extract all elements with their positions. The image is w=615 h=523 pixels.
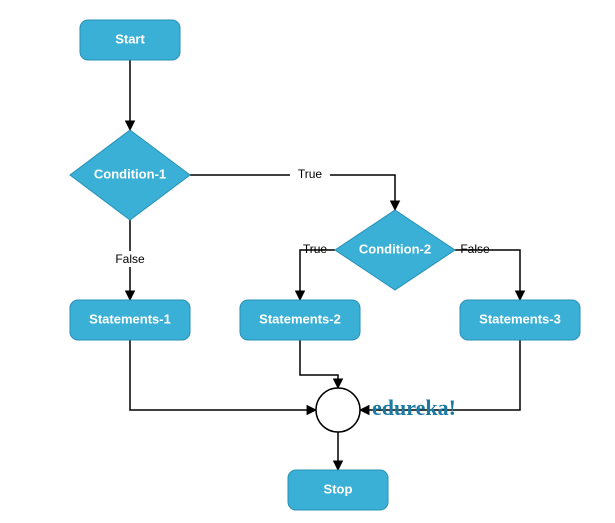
node-label-cond2: Condition-2 xyxy=(359,241,431,256)
edge-e_cond2_stmt3 xyxy=(455,250,520,300)
node-label-start: Start xyxy=(115,31,145,46)
node-label-stop: Stop xyxy=(324,481,353,496)
edge-label-e_cond2_stmt3: False xyxy=(460,242,490,256)
edge-e_stmt2_merge xyxy=(300,340,338,388)
flowchart-canvas: Start Condition-1 Condition-2 Statements-1 S… xyxy=(0,0,615,523)
node-label-stmt3: Statements-3 xyxy=(479,311,561,326)
node-label-cond1: Condition-1 xyxy=(94,166,166,181)
node-label-stmt2: Statements-2 xyxy=(259,311,341,326)
brand-watermark: edureka! xyxy=(372,395,456,420)
edge-e_cond2_stmt2 xyxy=(300,250,335,300)
edge-e_stmt1_merge xyxy=(130,340,316,410)
edge-label-e_cond2_stmt2: True xyxy=(303,242,328,256)
edge-label-e_cond1_stmt1: False xyxy=(115,252,145,266)
edge-label-e_cond1_cond2: True xyxy=(298,167,323,181)
node-label-stmt1: Statements-1 xyxy=(89,311,171,326)
node-merge xyxy=(316,388,360,432)
